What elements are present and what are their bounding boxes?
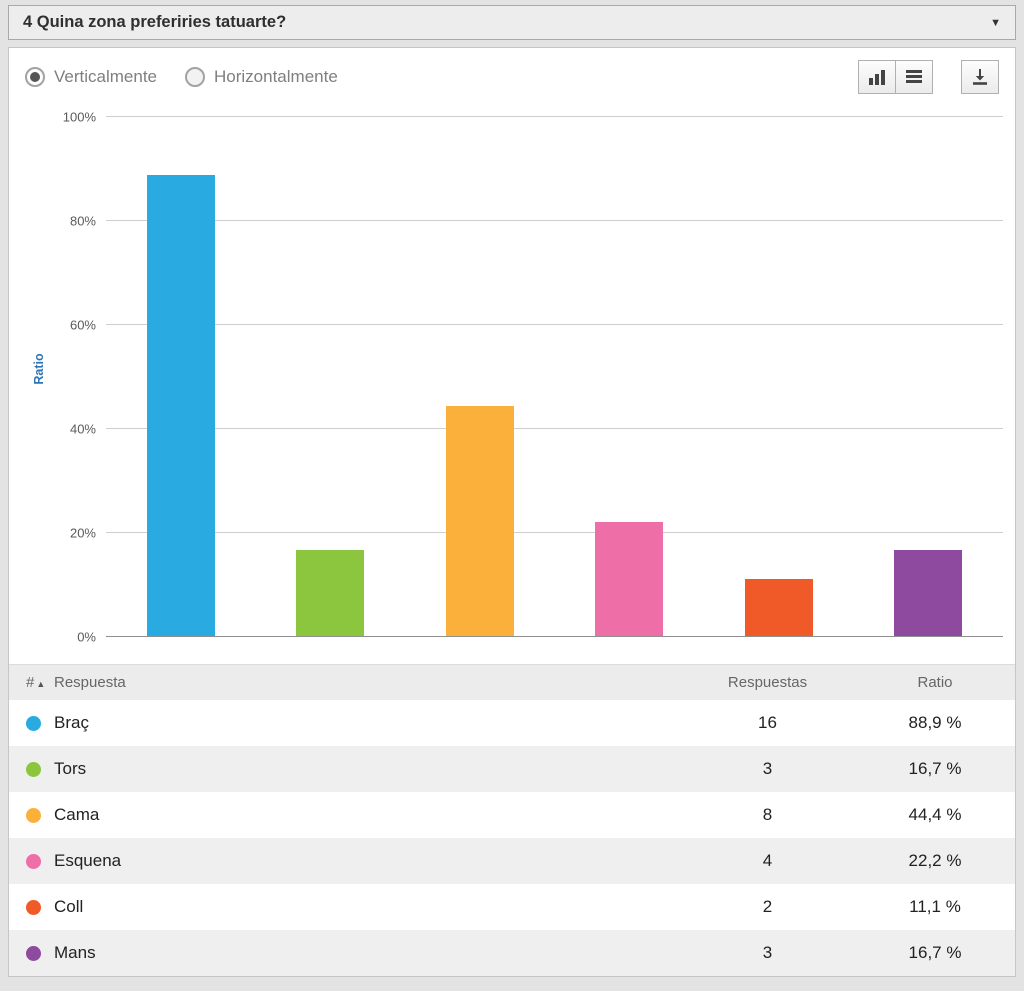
y-axis-label: Ratio bbox=[32, 353, 46, 385]
series-color-dot bbox=[26, 853, 41, 869]
bars-container bbox=[106, 117, 1003, 637]
gridline bbox=[106, 116, 1003, 117]
table-row: Braç 16 88,9 % bbox=[9, 700, 1015, 746]
answer-label: Braç bbox=[54, 712, 89, 732]
answer-label: Mans bbox=[54, 942, 96, 962]
table-header-row: # ▲ Respuesta Respuestas Ratio bbox=[9, 664, 1015, 700]
series-color-dot bbox=[26, 807, 41, 823]
bar-cama[interactable] bbox=[445, 406, 514, 637]
y-tick-label: 60% bbox=[69, 317, 96, 333]
radio-horizontalmente-label: Horizontalmente bbox=[214, 66, 338, 86]
response-count: 3 bbox=[762, 758, 773, 778]
table-row: Mans 3 16,7 % bbox=[9, 929, 1015, 976]
y-tick-label: 0% bbox=[77, 629, 96, 645]
bar-esquena[interactable] bbox=[595, 521, 664, 637]
view-buttons bbox=[858, 59, 999, 94]
download-button[interactable] bbox=[961, 59, 999, 94]
ratio-value: 16,7 % bbox=[908, 942, 962, 962]
column-header-ratio[interactable]: Ratio bbox=[855, 664, 1015, 700]
gridline bbox=[106, 220, 1003, 221]
response-count: 16 bbox=[758, 712, 777, 732]
response-count: 2 bbox=[762, 896, 773, 916]
collapse-chevron-icon[interactable]: ▼ bbox=[990, 16, 1001, 29]
answer-label: Esquena bbox=[54, 850, 122, 870]
ratio-value: 44,4 % bbox=[908, 804, 962, 824]
radio-verticalmente-label: Verticalmente bbox=[54, 66, 157, 86]
column-header-responses[interactable]: Respuestas bbox=[680, 664, 855, 700]
ratio-value: 88,9 % bbox=[908, 712, 962, 732]
index-header-label: # bbox=[26, 673, 35, 691]
answer-label: Cama bbox=[54, 804, 100, 824]
y-tick-label: 40% bbox=[69, 421, 96, 437]
ratio-value: 16,7 % bbox=[908, 758, 962, 778]
response-count: 8 bbox=[762, 804, 773, 824]
results-table: # ▲ Respuesta Respuestas Ratio Braç 16 88,9… bbox=[9, 664, 1015, 976]
view-toggle-group bbox=[858, 59, 933, 94]
gridline bbox=[106, 532, 1003, 533]
column-header-index[interactable]: # ▲ bbox=[9, 664, 53, 700]
bar-chart-view-button[interactable] bbox=[858, 59, 896, 94]
chart-controls: Verticalmente Horizontalmente bbox=[9, 48, 1015, 105]
bar-tors[interactable] bbox=[296, 550, 365, 637]
table-row: Esquena 4 22,2 % bbox=[9, 837, 1015, 884]
answer-label: Coll bbox=[54, 896, 84, 916]
download-icon bbox=[971, 68, 989, 86]
y-tick-label: 20% bbox=[69, 525, 96, 541]
bar-chart-icon bbox=[868, 69, 886, 85]
radio-button-icon bbox=[185, 66, 205, 87]
column-header-answer[interactable]: Respuesta bbox=[53, 664, 680, 700]
gridline bbox=[106, 428, 1003, 429]
y-tick-label: 100% bbox=[62, 109, 96, 125]
radio-verticalmente[interactable]: Verticalmente bbox=[25, 66, 157, 87]
series-color-dot bbox=[26, 945, 41, 961]
question-title: 4 Quina zona preferiries tatuarte? bbox=[23, 13, 287, 31]
series-color-dot bbox=[26, 761, 41, 777]
y-tick-label: 80% bbox=[69, 213, 96, 229]
radio-button-icon bbox=[25, 66, 45, 87]
table-row: Coll 2 11,1 % bbox=[9, 884, 1015, 930]
question-header[interactable]: 4 Quina zona preferiries tatuarte? ▼ bbox=[8, 5, 1016, 40]
x-axis-line bbox=[106, 636, 1003, 637]
answer-label: Tors bbox=[54, 758, 87, 778]
radio-horizontalmente[interactable]: Horizontalmente bbox=[185, 66, 338, 87]
bar-coll[interactable] bbox=[744, 579, 813, 637]
bar-chart: Ratio 0% 20% 40% 60% 80% 100% bbox=[9, 105, 1015, 664]
table-row: Tors 3 16,7 % bbox=[9, 745, 1015, 792]
table-view-button[interactable] bbox=[895, 59, 933, 94]
response-count: 4 bbox=[762, 850, 773, 870]
chart-panel: Verticalmente Horizontalmente bbox=[8, 47, 1016, 977]
ratio-value: 22,2 % bbox=[908, 850, 962, 870]
bar-braç[interactable] bbox=[146, 174, 215, 637]
gridline bbox=[106, 324, 1003, 325]
table-rows-icon bbox=[905, 69, 923, 85]
plot-area: 0% 20% 40% 60% 80% 100% bbox=[63, 110, 1003, 645]
series-color-dot bbox=[26, 899, 41, 915]
bar-mans[interactable] bbox=[894, 550, 963, 637]
table-row: Cama 8 44,4 % bbox=[9, 792, 1015, 838]
series-color-dot bbox=[26, 715, 41, 731]
sort-ascending-icon: ▲ bbox=[36, 678, 46, 689]
response-count: 3 bbox=[762, 942, 773, 962]
ratio-value: 11,1 % bbox=[909, 896, 961, 916]
